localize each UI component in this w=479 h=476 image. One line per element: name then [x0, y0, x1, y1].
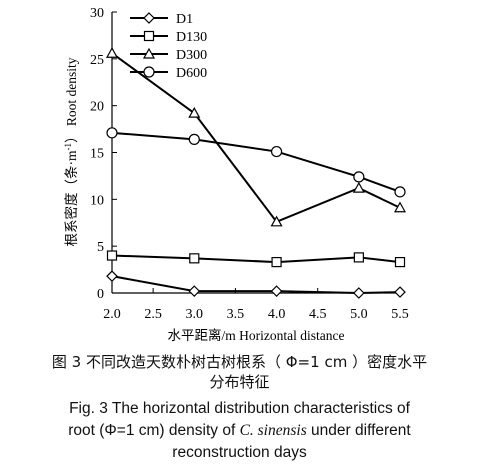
y-tick-label: 0: [97, 287, 104, 302]
caption-en-line1: Fig. 3 The horizontal distribution chara…: [69, 400, 410, 417]
legend-label-d300: D300: [176, 48, 207, 63]
y-tick-label: 10: [90, 193, 104, 208]
caption-cn-line1: 图 3 不同改造天数朴树古树根系（ Φ=1 cm ）密度水平: [51, 353, 428, 371]
chart-ticks: 2.0 2.5 3.0 3.5 4.0 4.5 5.0 5.5 0 5 10 15 20 25 30: [90, 6, 409, 322]
data-point-d300: [188, 106, 201, 118]
y-tick-label: 15: [90, 147, 104, 162]
y-axis-label: 根系密度（条·m-1） Root density: [63, 57, 79, 246]
x-tick-label: 4.5: [309, 307, 327, 322]
data-point-d1: [394, 286, 406, 298]
caption-en-line2-pre: root (Φ=1 cm) density of: [68, 422, 240, 439]
data-point-d1: [106, 270, 118, 282]
x-axis-label: 水平距离/m Horizontal distance: [168, 327, 345, 343]
caption-en-line2: root (Φ=1 cm) density of C. sinensis und…: [0, 420, 479, 441]
x-tick-label: 5.5: [391, 307, 409, 322]
y-axis-label-sup: -1: [63, 143, 73, 151]
data-point-d130: [189, 253, 200, 264]
legend-marker-d300: [142, 47, 156, 59]
data-point-d600: [188, 133, 200, 145]
caption-en-line3: reconstruction days: [172, 444, 307, 461]
chart-labels: 水平距离/m Horizontal distance 根系密度（条·m-1） Ro…: [63, 57, 344, 343]
data-point-d1: [270, 285, 283, 297]
chart-legend: D1 D130 D300 D600: [130, 12, 207, 81]
caption-en-line2-post: under different: [306, 422, 411, 439]
data-point-d600: [106, 127, 118, 139]
legend-label-d1: D1: [176, 12, 193, 27]
data-point-d600: [353, 171, 365, 183]
series-line-d600: [111, 131, 401, 193]
x-tick-label: 4.0: [268, 307, 286, 322]
caption-cn-line2: 分布特征: [209, 373, 270, 391]
data-point-d300: [105, 46, 119, 58]
legend-label-d130: D130: [176, 30, 207, 45]
y-tick-label: 5: [97, 240, 104, 255]
data-point-d130: [106, 250, 118, 261]
legend-marker-d600: [143, 66, 155, 78]
data-point-d300: [352, 181, 365, 193]
y-axis-label-en: Root density: [64, 57, 79, 126]
series-line-d300: [111, 52, 401, 224]
data-point-d600: [394, 186, 406, 198]
data-point-d1: [188, 285, 201, 297]
y-tick-label: 25: [90, 53, 104, 68]
x-tick-label: 5.0: [350, 307, 368, 322]
data-point-d130: [271, 256, 282, 268]
y-axis-label-cn-close: ）: [64, 126, 79, 143]
x-tick-label: 2.0: [103, 307, 121, 322]
x-tick-label: 3.5: [227, 307, 245, 322]
chart-series: [105, 46, 407, 299]
legend-label-d600: D600: [176, 66, 207, 81]
y-axis-label-cn: 根系密度（条·m: [63, 150, 79, 246]
y-tick-label: 30: [90, 6, 104, 21]
data-point-d1: [353, 287, 365, 299]
legend-marker-d130: [143, 30, 155, 42]
data-point-d300: [393, 201, 407, 213]
data-point-d600: [270, 145, 283, 158]
y-tick-label: 20: [90, 100, 104, 115]
legend-marker-d1: [143, 12, 155, 24]
data-point-d130: [353, 252, 364, 263]
data-point-d300: [270, 215, 283, 227]
data-point-d130: [394, 256, 406, 268]
x-tick-label: 3.0: [186, 307, 204, 322]
x-tick-label: 2.5: [144, 307, 162, 322]
caption-en-species: C. sinensis: [239, 422, 307, 439]
